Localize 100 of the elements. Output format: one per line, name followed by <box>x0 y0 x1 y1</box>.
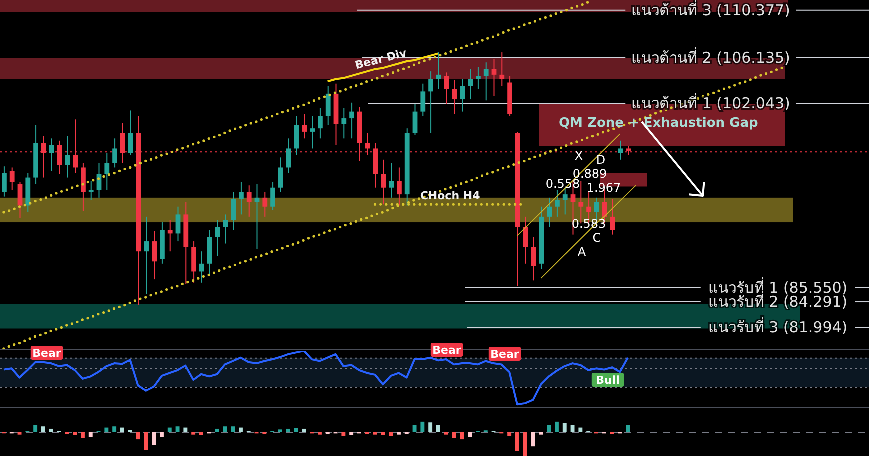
candlestick <box>381 159 386 206</box>
bar <box>626 425 630 432</box>
candlestick <box>104 152 110 191</box>
text: Bear Div <box>354 46 409 72</box>
candlestick <box>239 182 244 216</box>
ref-line-label: แนวรับที่ 3 (81.994) <box>708 316 848 337</box>
bar <box>42 426 46 432</box>
band-label: QM Zone + Exhaustion Gap <box>559 116 758 131</box>
bar <box>200 432 204 436</box>
bar <box>302 428 306 432</box>
bar <box>350 432 354 436</box>
bar <box>239 428 243 432</box>
annotation: X <box>574 149 584 163</box>
candlestick <box>610 198 616 236</box>
bar <box>152 432 156 446</box>
bar <box>120 428 124 432</box>
candlestick <box>144 216 150 295</box>
bar <box>112 426 117 432</box>
bar <box>223 426 228 432</box>
candlestick <box>326 86 331 126</box>
candlestick <box>436 52 442 90</box>
bar <box>278 430 282 432</box>
candlestick <box>294 116 300 156</box>
bar <box>81 432 85 438</box>
bar <box>562 423 567 432</box>
candlestick <box>88 180 94 201</box>
annotation: D <box>596 153 606 167</box>
candlestick <box>310 116 315 150</box>
candlestick <box>168 220 173 252</box>
bar <box>294 428 298 432</box>
annotation: Bull <box>596 374 620 386</box>
candlestick <box>246 185 252 218</box>
annotation: A <box>578 245 587 259</box>
bar <box>215 428 220 432</box>
bar <box>516 432 520 452</box>
bar <box>436 425 440 432</box>
annotation: 1.967 <box>586 181 622 195</box>
bar <box>104 428 109 432</box>
candlestick <box>270 182 276 211</box>
candlestick <box>152 230 157 280</box>
bar <box>88 432 93 438</box>
candlestick <box>302 114 308 140</box>
candlestick <box>200 251 204 284</box>
bar <box>508 432 512 436</box>
bar <box>144 432 148 450</box>
candlestick <box>231 192 236 231</box>
candlestick <box>452 80 458 115</box>
candlestick <box>112 138 118 168</box>
candlestick <box>420 83 426 117</box>
candlestick <box>254 184 260 250</box>
bar <box>555 422 559 432</box>
bar <box>452 432 456 438</box>
bar <box>420 422 425 432</box>
candlestick <box>128 110 134 156</box>
bar <box>231 426 236 432</box>
candlestick <box>215 220 220 257</box>
bar <box>176 426 180 432</box>
candlestick <box>476 66 481 90</box>
candlestick <box>397 167 402 206</box>
candlestick <box>342 108 347 140</box>
bar <box>184 428 188 432</box>
bar <box>578 428 583 432</box>
candlestick <box>500 52 505 87</box>
bar <box>34 425 38 432</box>
ref-line-label: แนวต้านที่ 2 (106.135) <box>632 46 790 67</box>
bar <box>570 425 575 432</box>
candlestick <box>562 187 568 216</box>
bar <box>523 432 528 456</box>
annotation: C <box>592 231 602 245</box>
bar <box>468 432 472 438</box>
bar <box>136 432 140 440</box>
bar <box>73 432 78 436</box>
candlestick <box>389 162 394 198</box>
bar <box>286 428 290 432</box>
candlestick <box>10 167 15 191</box>
candlestick <box>2 166 7 198</box>
candlestick <box>49 138 54 172</box>
bar <box>547 425 552 432</box>
candlestick <box>286 138 292 174</box>
candlestick <box>547 197 552 228</box>
bar <box>412 425 417 432</box>
candlestick <box>531 236 536 282</box>
bar <box>160 432 164 438</box>
bar <box>49 428 54 432</box>
candlestick <box>460 78 466 112</box>
candlestick <box>555 190 560 218</box>
candlestick <box>65 136 70 178</box>
candlestick <box>618 140 624 160</box>
bar <box>389 432 394 436</box>
candlestick <box>262 192 268 218</box>
bar <box>168 428 172 432</box>
bar <box>342 432 346 436</box>
candlestick <box>18 182 23 219</box>
candlestick <box>350 102 354 140</box>
candlestick <box>318 108 323 140</box>
candlestick <box>278 157 284 193</box>
candlestick <box>428 71 434 134</box>
candlestick <box>523 216 528 264</box>
bar <box>381 432 386 436</box>
candlestick <box>492 58 497 97</box>
